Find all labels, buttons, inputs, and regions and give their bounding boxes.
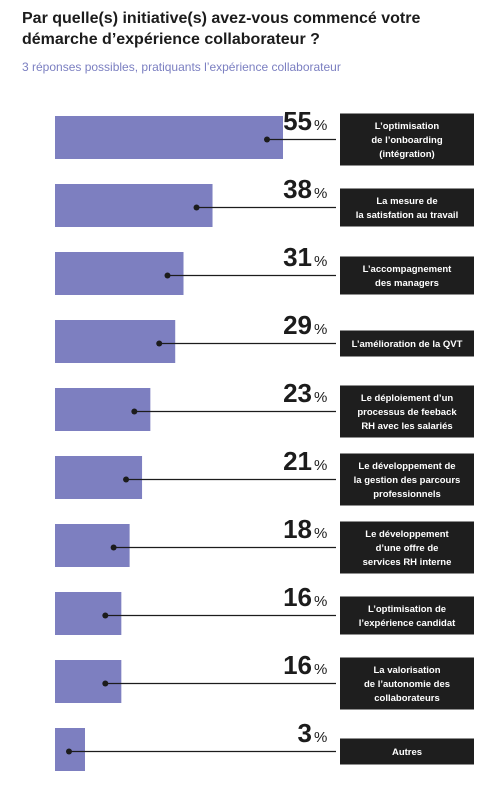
category-box-1: [340, 113, 474, 166]
category-label-1-line-2: de l’onboarding: [371, 135, 442, 146]
leader-dot-2: [193, 204, 200, 211]
bar-4: [55, 320, 176, 363]
category-label-1-line-3: (intégration): [379, 149, 434, 160]
chart-subtitle: 3 réponses possibles, pratiquants l’expé…: [22, 60, 341, 74]
leader-dot-9: [102, 680, 109, 687]
value-label-2: 38: [283, 174, 312, 204]
value-label-1: 55: [283, 106, 312, 136]
category-label-8-line-1: L’optimisation de: [368, 604, 446, 615]
leader-dot-1: [264, 136, 270, 143]
bar-9: [55, 660, 122, 703]
category-label-6-line-2: la gestion des parcours: [354, 475, 461, 486]
bar-6: [55, 456, 143, 499]
percent-sign-5: %: [314, 389, 327, 406]
percent-sign-10: %: [314, 729, 327, 746]
category-label-4-line-1: L’amélioration de la QVT: [352, 339, 463, 350]
leader-dot-5: [131, 408, 138, 415]
category-label-1-line-1: L’optimisation: [375, 121, 440, 132]
category-label-9-line-2: de l’autonomie des: [364, 679, 450, 690]
percent-sign-8: %: [314, 593, 327, 610]
category-label-6-line-1: Le développement de: [358, 461, 455, 472]
category-label-7-line-1: Le développement: [365, 529, 449, 540]
category-label-8-line-2: l’expérience candidat: [359, 618, 456, 629]
value-label-7: 18: [283, 514, 312, 544]
value-label-4: 29: [283, 310, 312, 340]
percent-sign-1: %: [314, 117, 327, 134]
category-label-7-line-2: d’une offre de: [376, 543, 439, 554]
category-label-3-line-2: des managers: [375, 278, 439, 289]
category-label-6-line-3: professionnels: [373, 489, 441, 500]
bar-3: [55, 252, 184, 295]
category-box-2: [340, 188, 474, 227]
percent-sign-2: %: [314, 185, 327, 202]
category-label-7-line-3: services RH interne: [363, 557, 452, 568]
category-box-8: [340, 596, 474, 635]
leader-dot-6: [123, 476, 130, 483]
category-label-9-line-1: La valorisation: [373, 665, 440, 676]
bar-7: [55, 524, 130, 567]
bar-2: [55, 184, 213, 227]
leader-dot-4: [156, 340, 163, 347]
category-label-10-line-1: Autres: [392, 747, 422, 758]
category-label-5-line-3: RH avec les salariés: [361, 421, 452, 432]
value-label-8: 16: [283, 582, 312, 612]
value-label-5: 23: [283, 378, 312, 408]
category-label-3-line-1: L’accompagnement: [363, 264, 453, 275]
leader-dot-7: [110, 544, 117, 551]
category-label-5-line-2: processus de feeback: [357, 407, 457, 418]
value-label-10: 3: [298, 718, 312, 748]
percent-sign-3: %: [314, 253, 327, 270]
category-box-9: [340, 657, 474, 710]
value-label-9: 16: [283, 650, 312, 680]
category-box-7: [340, 521, 474, 574]
category-label-5-line-1: Le déploiement d’un: [361, 393, 454, 404]
leader-dot-3: [164, 272, 171, 279]
leader-dot-8: [102, 612, 109, 619]
bar-8: [55, 592, 122, 635]
category-box-4: [340, 330, 474, 357]
chart-title: Par quelle(s) initiative(s) avez-vous co…: [22, 10, 421, 48]
category-box-6: [340, 453, 474, 506]
percent-sign-4: %: [314, 321, 327, 338]
percent-sign-6: %: [314, 457, 327, 474]
category-label-2-line-1: La mesure de: [376, 196, 437, 207]
value-label-3: 31: [283, 242, 312, 272]
percent-sign-7: %: [314, 525, 327, 542]
category-box-5: [340, 385, 474, 438]
category-label-2-line-2: la satisfation au travail: [356, 210, 458, 221]
value-label-6: 21: [283, 446, 312, 476]
category-box-3: [340, 256, 474, 295]
percent-sign-9: %: [314, 661, 327, 678]
category-label-9-line-3: collaborateurs: [374, 693, 439, 704]
category-box-10: [340, 738, 474, 765]
bar-1: [55, 116, 283, 159]
leader-dot-10: [66, 748, 72, 755]
